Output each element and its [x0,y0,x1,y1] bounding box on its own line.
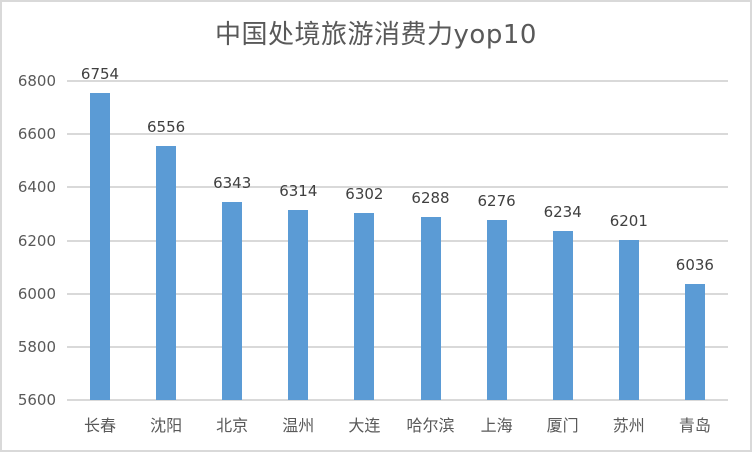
y-tick-label: 6200 [17,231,56,250]
x-category-label: 上海 [480,416,513,435]
data-label: 6201 [609,212,648,231]
gridline [67,133,728,136]
x-category-label: 哈尔滨 [406,416,455,435]
bar [156,145,177,400]
x-category-label: 沈阳 [150,416,183,435]
bar [486,220,507,400]
x-category-label: 厦门 [546,416,579,435]
gridline [67,186,728,189]
bar [552,231,573,400]
x-category-label: 青岛 [678,416,711,435]
bar [288,210,309,400]
bar [222,202,243,400]
data-label: 6288 [411,189,450,208]
x-category-label: 大连 [348,416,381,435]
gridline [67,345,728,348]
bar [618,240,639,400]
data-label: 6234 [543,203,582,222]
data-label: 6276 [477,192,516,211]
y-tick-label: 6600 [17,125,56,144]
x-category-label: 温州 [282,416,315,435]
bar [684,284,705,400]
data-label: 6036 [675,256,714,275]
data-label: 6343 [213,174,252,193]
x-category-label: 苏州 [612,416,645,435]
y-tick-label: 5800 [17,337,56,356]
chart-title: 中国处境旅游消费力yop10 [215,20,537,50]
bar [90,93,110,400]
data-label: 6302 [345,185,384,204]
x-category-label: 北京 [216,416,249,435]
gridline [67,239,728,242]
y-tick-label: 6400 [17,178,56,197]
bar [354,213,375,400]
gridline [67,80,728,82]
data-label: 6314 [279,182,318,201]
gridline [67,292,728,295]
y-tick-label: 5600 [17,391,56,409]
x-category-label: 长春 [83,416,116,435]
bar [420,217,441,400]
data-label: 6556 [147,117,186,136]
gridline [67,399,728,401]
data-label: 6754 [80,65,120,84]
y-tick-label: 6800 [17,72,56,90]
y-tick-label: 6000 [17,284,56,303]
